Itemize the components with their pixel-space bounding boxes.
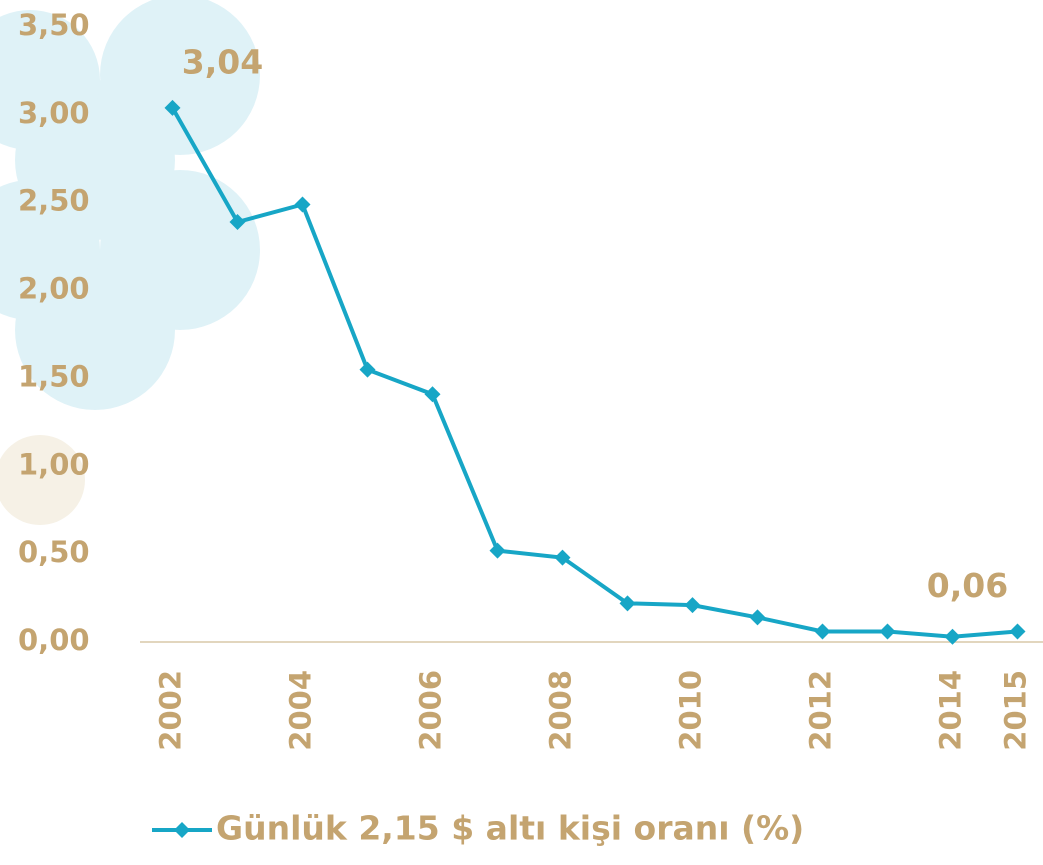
x-tick-label: 2006 [414,670,448,751]
marker [619,595,636,612]
x-tick-label: 2012 [804,670,838,751]
y-tick-label: 0,00 [18,623,90,657]
background-decoration [0,0,260,525]
data-label: 0,06 [927,566,1008,605]
data-label: 3,04 [182,42,263,81]
marker [164,99,181,116]
y-tick-label: 0,50 [18,535,90,569]
x-tick-label: 2004 [284,670,318,751]
y-tick-label: 3,50 [18,8,90,42]
legend-label: Günlük 2,15 $ altı kişi oranı (%) [216,809,804,848]
y-tick-label: 2,50 [18,184,90,218]
x-tick-label: 2015 [999,670,1033,751]
marker [814,623,831,640]
marker [944,628,961,645]
x-tick-label: 2010 [674,670,708,751]
marker [424,386,441,403]
marker [1009,623,1026,640]
legend-marker [174,822,190,838]
y-tick-label: 1,00 [18,447,90,481]
y-tick-label: 3,00 [18,96,90,130]
marker [489,542,506,559]
x-tick-label: 2008 [544,670,578,751]
line [170,106,1018,639]
x-tick-label: 2014 [934,670,968,751]
y-tick-label: 2,00 [18,272,90,306]
marker [554,549,571,566]
marker [294,196,311,213]
marker [749,609,766,626]
marker [229,214,246,231]
marker [684,597,701,614]
marker [359,361,376,378]
x-tick-label: 2002 [154,670,188,751]
y-tick-label: 1,50 [18,359,90,393]
marker [879,623,896,640]
